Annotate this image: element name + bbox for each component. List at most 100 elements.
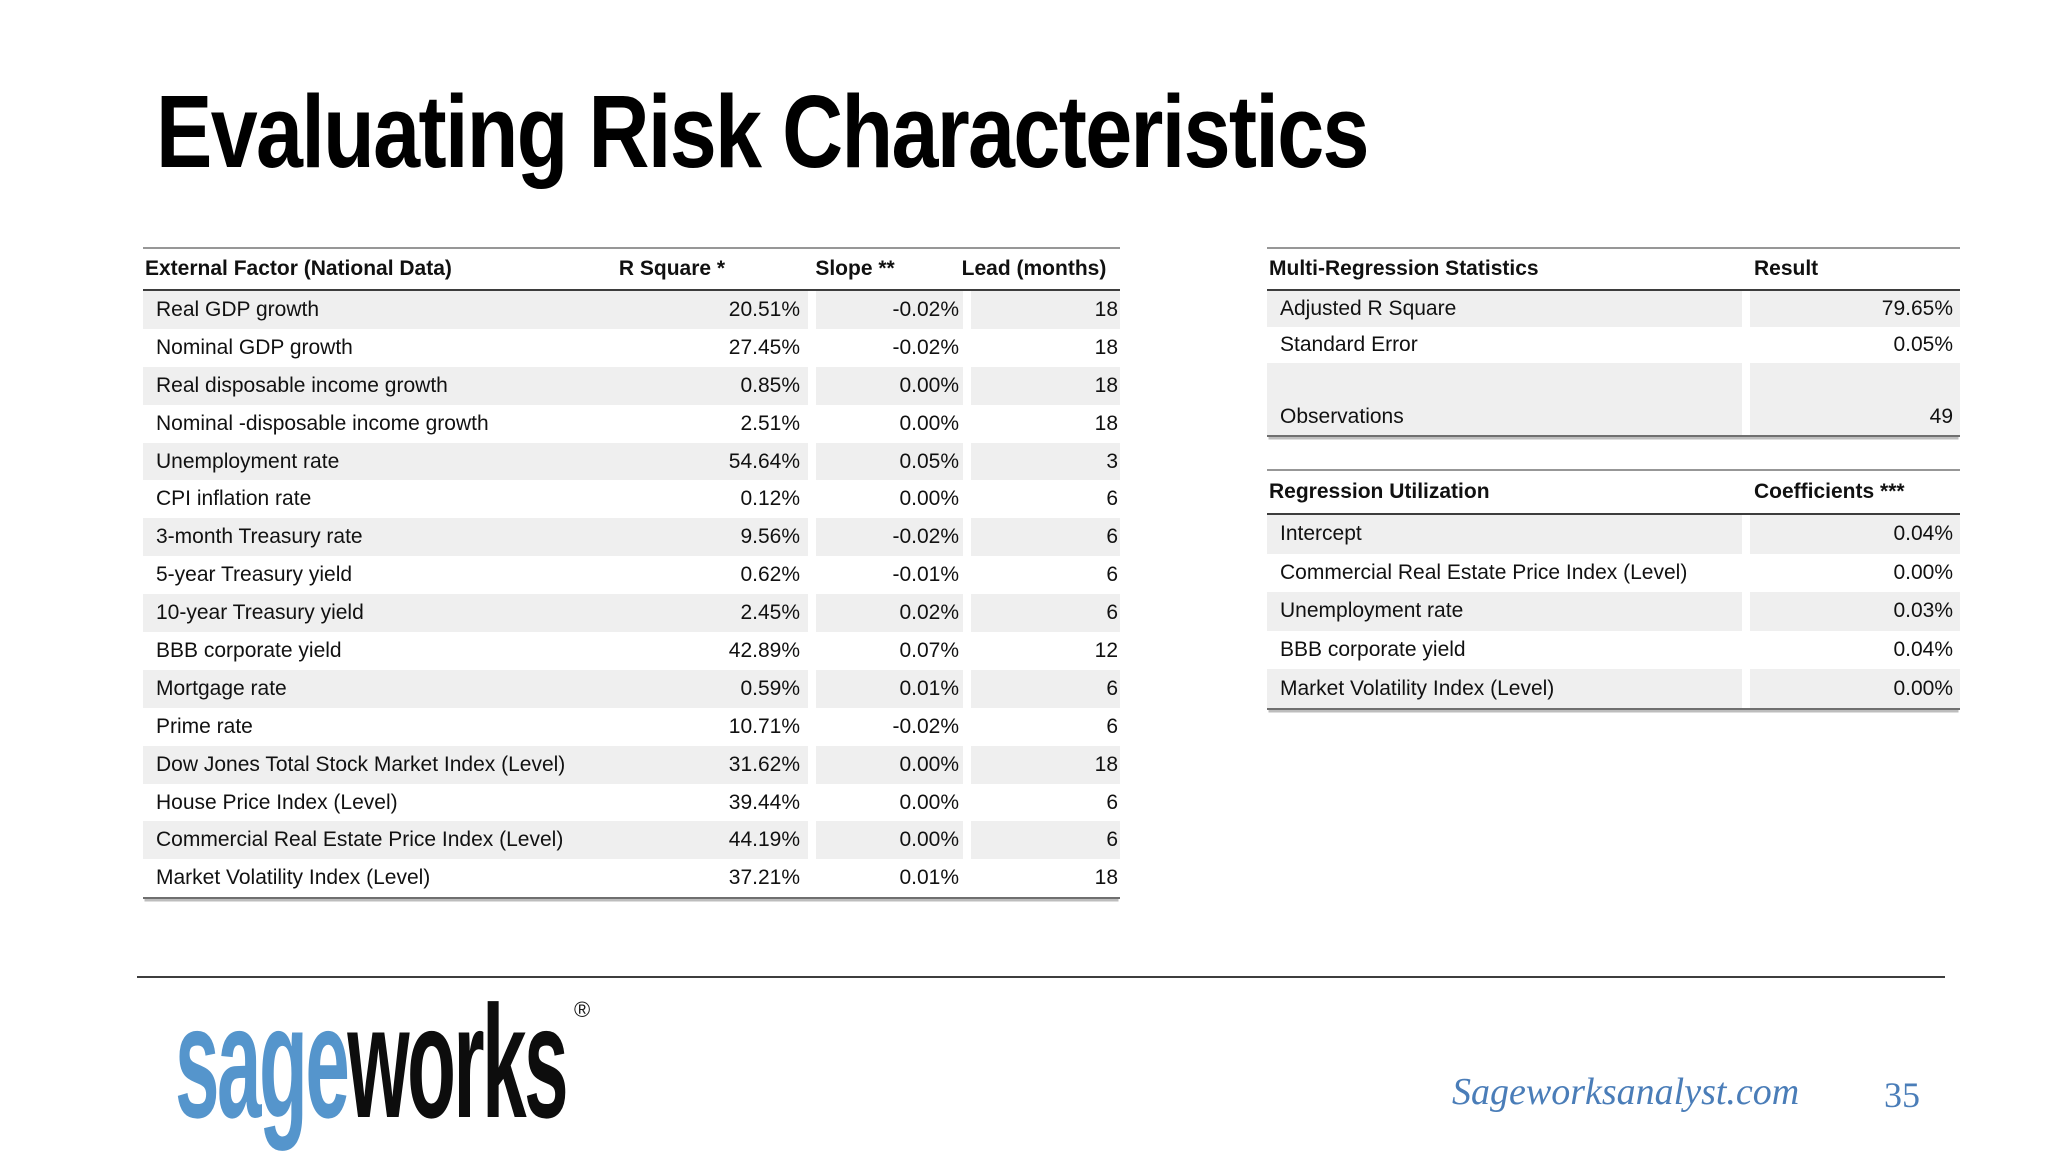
label-cell: Adjusted R Square [1267, 291, 1742, 327]
label-cell: Observations [1267, 399, 1742, 435]
lead-cell: 18 [1094, 335, 1118, 359]
external-factors-table-header: External Factor (National Data) R Square… [143, 247, 1120, 291]
label-cell: BBB corporate yield [1280, 638, 1466, 662]
r-square-cell: 0.59% [709, 669, 808, 708]
r-square-cell: 2.45% [709, 594, 808, 633]
label-cell: Intercept [1267, 515, 1742, 554]
value-cell: 0.04% [1750, 515, 1960, 554]
footer-divider [137, 976, 1945, 978]
registered-trademark-mark: ® [574, 997, 591, 1022]
table-row: Real disposable income growth 0.85% 0.00… [143, 366, 1120, 405]
table-row: Adjusted R Square 79.65% [1267, 291, 1960, 327]
factor-name-cell: Commercial Real Estate Price Index (Leve… [143, 821, 709, 860]
slope-cell: 0.00% [816, 821, 963, 860]
lead-cell: 18 [1094, 411, 1118, 435]
regression-utilization-table: Regression Utilization Coefficients *** … [1267, 469, 1960, 710]
table-row [1267, 363, 1960, 399]
label-cell: Commercial Real Estate Price Index (Leve… [1280, 560, 1688, 584]
table-row: 5-year Treasury yield 0.62% -0.01% 6 [143, 556, 1120, 594]
factor-name-cell: Real disposable income growth [143, 366, 709, 405]
factor-name-cell: Market Volatility Index (Level) [156, 866, 431, 890]
label-cell: Standard Error [1280, 333, 1418, 356]
factor-name-cell: BBB corporate yield [156, 638, 342, 662]
r-square-cell: 20.51% [709, 291, 808, 329]
lead-cell: 6 [1106, 714, 1118, 738]
factor-name-cell: 10-year Treasury yield [143, 594, 709, 633]
table-row: Commercial Real Estate Price Index (Leve… [1267, 554, 1960, 593]
slope-cell: 0.02% [816, 594, 963, 633]
table-row: BBB corporate yield 42.89% 0.07% 12 [143, 632, 1120, 670]
regression-utilization-table-body: Intercept 0.04% Commercial Real Estate P… [1267, 515, 1960, 710]
r-square-cell: 54.64% [709, 442, 808, 481]
r-square-cell: 37.21% [728, 866, 800, 890]
slope-cell: -0.02% [816, 291, 963, 329]
logo-text-sage: sage [175, 972, 350, 1151]
table-row: Standard Error 0.05% [1267, 327, 1960, 363]
external-factors-table: External Factor (National Data) R Square… [143, 247, 1120, 900]
factor-name-cell: Prime rate [156, 714, 253, 738]
table-row: Prime rate 10.71% -0.02% 6 [143, 708, 1120, 746]
value-cell: 0.03% [1750, 592, 1960, 631]
label-cell [1267, 363, 1742, 399]
table-row: 10-year Treasury yield 2.45% 0.02% 6 [143, 594, 1120, 633]
slope-cell: 0.00% [816, 745, 963, 784]
value-cell: 0.00% [1750, 669, 1960, 708]
lead-cell: 18 [1094, 866, 1118, 890]
column-header-slope: Slope ** [815, 257, 895, 280]
table-row: BBB corporate yield 0.04% [1267, 631, 1960, 670]
lead-cell: 12 [1094, 638, 1118, 662]
logo-text-works: works [347, 972, 568, 1151]
lead-cell: 6 [1106, 563, 1118, 587]
page-number: 35 [1884, 1075, 1920, 1115]
regression-utilization-table-header: Regression Utilization Coefficients *** [1267, 469, 1960, 515]
table-row: Commercial Real Estate Price Index (Leve… [143, 821, 1120, 860]
value-cell [1750, 363, 1960, 399]
lead-cell: 6 [1106, 790, 1118, 814]
r-square-cell: 0.85% [709, 366, 808, 405]
r-square-cell: 10.71% [728, 714, 800, 738]
table-row: Market Volatility Index (Level) 37.21% 0… [143, 859, 1120, 897]
slope-cell: -0.02% [816, 518, 963, 557]
lead-cell: 18 [971, 366, 1120, 405]
table-row: Nominal -disposable income growth 2.51% … [143, 405, 1120, 443]
slope-cell: -0.01% [892, 563, 959, 587]
r-square-cell: 31.62% [709, 745, 808, 784]
table-row: Nominal GDP growth 27.45% -0.02% 18 [143, 329, 1120, 367]
r-square-cell: 44.19% [709, 821, 808, 860]
factor-name-cell: CPI inflation rate [156, 487, 312, 511]
table-row: Unemployment rate 54.64% 0.05% 3 [143, 442, 1120, 481]
slope-cell: 0.00% [899, 790, 959, 814]
lead-cell: 6 [1106, 487, 1118, 511]
r-square-cell: 39.44% [728, 790, 800, 814]
factor-name-cell: Dow Jones Total Stock Market Index (Leve… [143, 745, 709, 784]
factor-name-cell: Real GDP growth [143, 291, 709, 329]
sageworks-logo: sageworks [175, 982, 569, 1142]
slope-cell: 0.07% [899, 638, 959, 662]
value-cell: 0.04% [1893, 638, 1953, 662]
factor-name-cell: Unemployment rate [143, 442, 709, 481]
table-row: 3-month Treasury rate 9.56% -0.02% 6 [143, 518, 1120, 557]
r-square-cell: 42.89% [728, 638, 800, 662]
lead-cell: 6 [971, 594, 1120, 633]
factor-name-cell: Nominal -disposable income growth [156, 411, 489, 435]
column-header-utilization: Regression Utilization [1269, 480, 1490, 503]
column-header-factor: External Factor (National Data) [145, 257, 452, 280]
multi-regression-table: Multi-Regression Statistics Result Adjus… [1267, 247, 1960, 437]
slope-cell: 0.05% [816, 442, 963, 481]
footer-website-text: Sageworksanalyst.com [1452, 1071, 1800, 1113]
lead-cell: 6 [971, 669, 1120, 708]
lead-cell: 18 [971, 291, 1120, 329]
factor-name-cell: House Price Index (Level) [156, 790, 398, 814]
column-header-result: Result [1754, 257, 1819, 280]
table-row: House Price Index (Level) 39.44% 0.00% 6 [143, 784, 1120, 822]
table-row: Mortgage rate 0.59% 0.01% 6 [143, 669, 1120, 708]
factor-name-cell: 5-year Treasury yield [156, 563, 353, 587]
column-header-coefficients: Coefficients *** [1754, 480, 1905, 503]
lead-cell: 18 [971, 745, 1120, 784]
page-title: Evaluating Risk Characteristics [156, 74, 1370, 189]
slope-cell: 0.00% [899, 411, 959, 435]
table-row: Market Volatility Index (Level) 0.00% [1267, 669, 1960, 708]
table-row: Dow Jones Total Stock Market Index (Leve… [143, 745, 1120, 784]
column-header-statistics: Multi-Regression Statistics [1269, 257, 1539, 280]
external-factors-table-body: Real GDP growth 20.51% -0.02% 18 Nominal… [143, 291, 1120, 900]
